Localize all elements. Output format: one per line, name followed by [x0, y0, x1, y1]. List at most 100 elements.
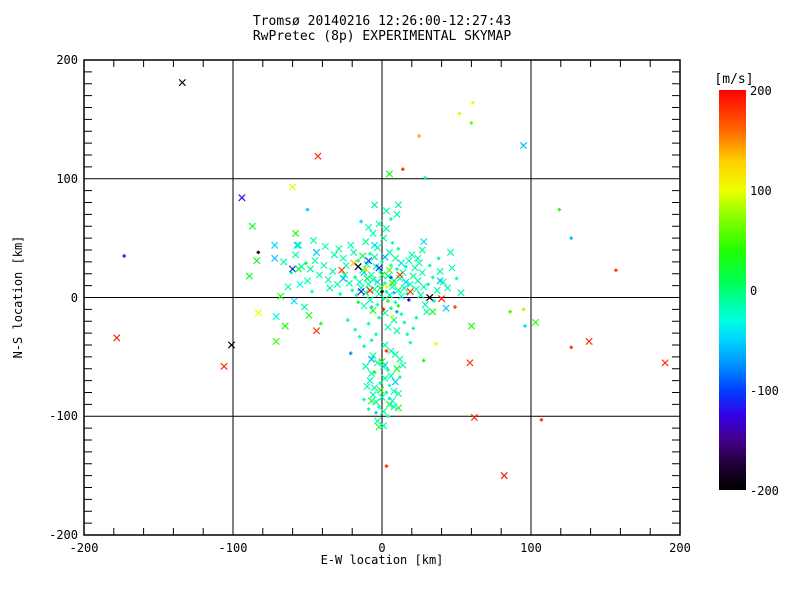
data-point — [320, 261, 328, 270]
data-point — [393, 365, 401, 373]
data-point — [356, 300, 360, 305]
data-point — [400, 284, 408, 292]
data-point — [248, 222, 256, 230]
data-point — [271, 254, 279, 262]
x-tick-label: -100 — [218, 541, 248, 555]
data-point — [436, 256, 441, 261]
data-point — [384, 272, 392, 280]
data-point — [402, 278, 410, 286]
data-point — [364, 280, 373, 289]
data-point — [385, 170, 394, 178]
data-point — [378, 271, 386, 279]
data-point — [614, 268, 618, 272]
data-point — [390, 241, 395, 245]
data-point — [383, 281, 387, 286]
data-point — [374, 410, 378, 415]
data-point — [396, 271, 404, 279]
data-point — [380, 289, 384, 294]
data-point — [385, 266, 394, 274]
colorbar-title: [m/s] — [714, 72, 754, 87]
data-point — [178, 78, 186, 87]
data-point — [405, 332, 410, 337]
data-point — [373, 359, 382, 367]
data-point — [373, 417, 382, 425]
data-point — [378, 381, 383, 385]
data-point — [238, 194, 246, 202]
data-point — [394, 201, 403, 209]
data-point — [348, 351, 353, 356]
data-point — [363, 382, 371, 391]
data-point — [418, 268, 426, 277]
data-point — [394, 286, 403, 294]
data-point — [357, 284, 365, 292]
data-point — [381, 307, 386, 312]
data-point — [385, 291, 394, 299]
x-tick-label: 100 — [520, 541, 542, 555]
data-point — [376, 386, 385, 394]
data-point — [408, 251, 416, 259]
data-point — [457, 111, 462, 116]
data-point — [421, 301, 429, 309]
data-point — [414, 277, 422, 285]
data-point — [345, 279, 353, 287]
data-point — [220, 362, 228, 370]
data-point — [531, 318, 540, 327]
data-point — [361, 362, 370, 370]
data-point — [378, 393, 386, 401]
data-point — [370, 285, 379, 293]
data-point — [280, 258, 288, 266]
data-point — [569, 345, 574, 350]
data-point — [412, 285, 420, 293]
data-point — [304, 261, 308, 265]
data-point — [539, 418, 544, 422]
data-point — [361, 238, 370, 246]
y-tick-label: -200 — [49, 528, 78, 542]
data-point — [390, 403, 398, 411]
data-point — [382, 207, 391, 215]
data-point — [439, 278, 447, 286]
data-point — [395, 267, 399, 271]
data-point — [418, 246, 426, 254]
data-point — [291, 251, 300, 259]
data-point — [388, 283, 397, 291]
data-point — [380, 260, 384, 264]
data-point — [396, 355, 404, 363]
data-point — [384, 349, 389, 353]
data-point — [457, 289, 465, 297]
data-point — [256, 250, 261, 255]
data-point — [414, 315, 419, 320]
data-point — [395, 309, 399, 314]
data-point — [426, 282, 430, 287]
data-point — [356, 278, 364, 286]
data-point — [585, 337, 593, 346]
data-point — [430, 275, 435, 280]
data-point — [384, 285, 389, 289]
data-point — [387, 383, 392, 388]
data-point — [369, 305, 374, 309]
data-point — [442, 304, 450, 312]
data-point — [245, 272, 254, 280]
data-point — [392, 290, 396, 295]
data-point — [557, 207, 562, 212]
data-point — [408, 340, 413, 345]
data-point — [362, 397, 366, 402]
data-point — [398, 375, 402, 379]
data-point — [339, 274, 347, 283]
data-point — [386, 414, 390, 419]
data-point — [330, 251, 338, 259]
data-point — [350, 259, 358, 267]
data-point — [357, 287, 365, 296]
data-point — [406, 287, 414, 296]
data-point — [436, 267, 444, 275]
data-point — [423, 308, 431, 316]
data-point — [359, 252, 367, 260]
data-point — [372, 370, 377, 375]
colorbar-gradient — [719, 90, 746, 490]
data-point — [387, 396, 392, 401]
data-point — [326, 284, 334, 292]
data-point — [381, 296, 386, 301]
data-point — [367, 369, 376, 378]
data-point — [381, 374, 389, 382]
